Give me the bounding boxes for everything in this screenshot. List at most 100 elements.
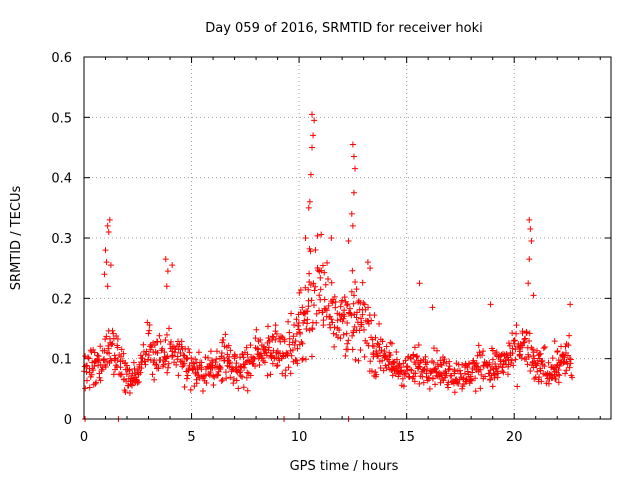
data-point [269, 360, 276, 367]
data-point [306, 198, 313, 205]
data-point [358, 321, 365, 328]
data-point [524, 361, 531, 368]
data-point [226, 353, 233, 360]
data-point [288, 310, 295, 317]
data-point [257, 336, 264, 343]
data-point [177, 358, 184, 365]
data-point [253, 326, 260, 333]
data-point [159, 345, 166, 352]
data-point [154, 350, 161, 357]
data-point [403, 364, 410, 371]
data-point [185, 345, 192, 352]
data-point [118, 371, 125, 378]
data-point [321, 296, 328, 303]
data-point [101, 271, 108, 278]
data-point [316, 307, 323, 314]
data-point [328, 235, 335, 241]
data-point [145, 330, 152, 337]
data-point [114, 357, 121, 364]
data-point [346, 305, 353, 312]
data-point [377, 364, 384, 371]
data-point [83, 377, 90, 384]
data-point [274, 362, 281, 369]
data-point [365, 320, 372, 327]
data-point [107, 262, 114, 269]
data-point [293, 357, 300, 364]
data-point [420, 367, 427, 374]
data-point [103, 259, 110, 266]
data-point [244, 387, 251, 394]
data-point [348, 312, 355, 319]
data-point [361, 301, 368, 308]
data-point [332, 304, 339, 311]
data-point [489, 356, 496, 363]
data-point [293, 316, 300, 323]
data-point [206, 372, 213, 379]
data-point [387, 352, 394, 359]
data-point [117, 364, 124, 371]
data-point [499, 364, 506, 371]
data-point [492, 361, 499, 368]
data-point [309, 326, 316, 333]
data-point [367, 358, 374, 365]
data-point [350, 189, 357, 196]
data-point [446, 365, 453, 372]
data-point [316, 292, 323, 299]
data-point [101, 355, 108, 362]
data-point [164, 364, 171, 371]
data-point [424, 366, 431, 373]
data-point [371, 343, 378, 350]
data-point [173, 361, 180, 368]
data-point [304, 316, 311, 323]
data-point [244, 351, 251, 358]
data-point [233, 360, 240, 367]
data-point [252, 363, 259, 370]
y-tick-label: 0.2 [51, 292, 72, 307]
data-point [562, 370, 569, 377]
data-point [340, 331, 347, 338]
data-point [277, 333, 284, 340]
data-point [286, 335, 293, 342]
data-point [331, 293, 338, 300]
data-point [299, 304, 306, 311]
data-point [415, 341, 422, 348]
data-point [308, 353, 315, 360]
data-point [186, 362, 193, 369]
data-point [175, 372, 182, 379]
data-point [169, 352, 176, 359]
data-point [329, 300, 336, 307]
data-point [218, 377, 225, 384]
data-point [285, 364, 292, 371]
x-tick-label: 20 [506, 430, 523, 445]
data-point [138, 365, 145, 372]
data-point [365, 304, 372, 311]
data-point [212, 359, 219, 366]
data-point [526, 216, 533, 223]
data-point [233, 377, 240, 384]
data-point [355, 357, 362, 364]
data-point [526, 330, 533, 337]
data-point [230, 380, 237, 387]
data-point [93, 379, 100, 386]
data-point [529, 359, 536, 366]
data-point [162, 336, 169, 343]
data-point [148, 344, 155, 351]
data-point [322, 305, 329, 312]
data-point [342, 352, 349, 359]
data-point [527, 367, 534, 374]
data-point [349, 346, 356, 353]
data-point [509, 330, 516, 337]
data-point [256, 362, 263, 369]
data-point [437, 370, 444, 377]
data-point [168, 338, 175, 345]
data-point [349, 222, 356, 229]
data-point [508, 357, 515, 364]
data-point [518, 354, 525, 361]
data-point [104, 222, 111, 229]
data-point [193, 380, 200, 387]
data-point [353, 286, 360, 293]
data-point [138, 359, 145, 366]
data-point [210, 381, 217, 388]
data-point [368, 317, 375, 324]
